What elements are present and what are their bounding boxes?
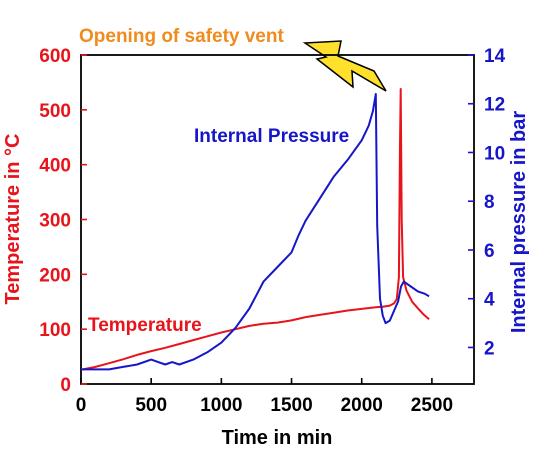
y-left-tick-label: 400 bbox=[39, 156, 71, 177]
y-left-tick-label: 0 bbox=[60, 375, 71, 396]
lightning-icon bbox=[302, 40, 387, 92]
series-line-pressure bbox=[81, 93, 430, 371]
annotation-pressure: Internal Pressure bbox=[194, 126, 349, 147]
y-right-tick-label: 2 bbox=[484, 338, 495, 359]
y-left-tick-label: 500 bbox=[39, 101, 71, 122]
x-tick-label: 1000 bbox=[200, 395, 242, 416]
annotation-temperature: Temperature bbox=[88, 315, 202, 336]
y-right-tick-label: 6 bbox=[484, 241, 495, 262]
y-left-tick-label: 100 bbox=[39, 320, 71, 341]
y-right-tick-label: 12 bbox=[484, 95, 505, 116]
x-tick-label: 2000 bbox=[341, 395, 383, 416]
annotation-vent: Opening of safety vent bbox=[79, 26, 284, 47]
y-left-tick-label: 300 bbox=[39, 211, 71, 232]
y-right-tick-label: 10 bbox=[484, 143, 505, 164]
y-left-tick-label: 200 bbox=[39, 265, 71, 286]
y-left-tick-label: 600 bbox=[39, 46, 71, 67]
x-tick-label: 500 bbox=[135, 395, 167, 416]
x-axis-label: Time in min bbox=[222, 427, 333, 449]
y-right-tick-label: 4 bbox=[484, 290, 495, 311]
x-tick-label: 2500 bbox=[411, 395, 453, 416]
x-tick-label: 0 bbox=[76, 395, 87, 416]
x-tick-label: 1500 bbox=[270, 395, 312, 416]
y-left-axis-label: Temperature in °C bbox=[2, 134, 24, 305]
y-right-tick-label: 8 bbox=[484, 192, 495, 213]
y-right-axis-label: Internal pressure in bar bbox=[508, 111, 530, 334]
y-right-tick-label: 14 bbox=[484, 46, 506, 67]
series-line-temperature bbox=[80, 88, 430, 371]
